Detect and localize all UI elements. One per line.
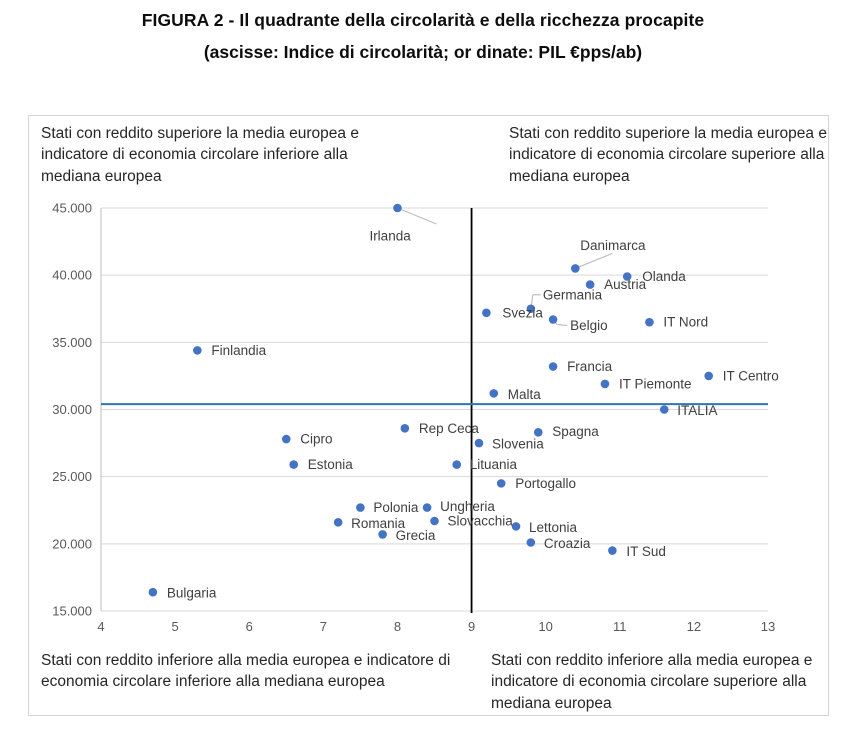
point-malta bbox=[489, 389, 499, 398]
point-it-sud bbox=[608, 546, 617, 555]
y-tick-label: 30.000 bbox=[52, 402, 92, 417]
point-label-italia: ITALIA bbox=[677, 403, 717, 418]
x-tick-label: 5 bbox=[171, 619, 178, 634]
point-it-centro bbox=[704, 371, 714, 381]
point-label-grecia: Grecia bbox=[396, 528, 436, 543]
point-label-francia: Francia bbox=[567, 359, 613, 374]
x-tick-label: 9 bbox=[468, 619, 475, 634]
point-germania bbox=[526, 304, 536, 314]
quadrant-label-bottom-left: Stati con reddito inferiore alla media e… bbox=[41, 652, 451, 691]
x-tick-label: 7 bbox=[320, 619, 327, 634]
point-italia bbox=[659, 405, 669, 414]
quadrant-label-bottom-right: Stati con reddito inferiore alla media e… bbox=[491, 652, 813, 712]
point-rep-ceca bbox=[400, 424, 410, 433]
point-label-germania: Germania bbox=[543, 287, 603, 302]
point-label-it-nord: IT Nord bbox=[663, 315, 708, 330]
figure-subtitle: (ascisse: Indice di circolarità; or dina… bbox=[203, 42, 643, 62]
point-belgio bbox=[548, 315, 558, 324]
point-slovacchia bbox=[430, 516, 439, 526]
point-label-svezia: Svezia bbox=[502, 305, 543, 320]
point-label-croazia: Croazia bbox=[544, 536, 591, 551]
point-label-ungheria: Ungheria bbox=[440, 499, 495, 514]
point-svezia bbox=[482, 308, 491, 318]
figure-header: FIGURA 2 - Il quadrante della circolarit… bbox=[0, 0, 846, 63]
point-label-it-sud: IT Sud bbox=[626, 544, 666, 559]
x-tick-label: 4 bbox=[97, 619, 104, 634]
point-austria bbox=[585, 280, 595, 289]
point-finlandia bbox=[193, 346, 202, 355]
point-label-slovacchia: Slovacchia bbox=[448, 513, 514, 528]
y-tick-label: 25.000 bbox=[52, 469, 92, 484]
point-olanda bbox=[622, 272, 632, 281]
y-tick-label: 15.000 bbox=[52, 604, 92, 619]
figure-title: FIGURA 2 - Il quadrante della circolarit… bbox=[141, 10, 705, 30]
point-label-spagna: Spagna bbox=[552, 424, 599, 439]
x-tick-label: 13 bbox=[761, 619, 775, 634]
point-ungheria bbox=[422, 503, 432, 512]
point-estonia bbox=[289, 460, 298, 469]
point-bulgaria bbox=[148, 587, 158, 597]
point-label-olanda: Olanda bbox=[642, 269, 686, 284]
point-label-estonia: Estonia bbox=[308, 457, 354, 472]
point-croazia bbox=[526, 538, 536, 547]
y-tick-label: 40.000 bbox=[52, 268, 92, 283]
point-lituania bbox=[452, 460, 462, 469]
point-label-finlandia: Finlandia bbox=[211, 343, 266, 358]
point-label-it-piemonte: IT Piemonte bbox=[619, 376, 692, 391]
point-portogallo bbox=[496, 479, 506, 488]
scatter-chart: 15.000 20.000 25.000 30.000 35.000 40.000 45.0… bbox=[52, 201, 779, 635]
label-leader-line bbox=[557, 323, 568, 327]
x-tick-label: 6 bbox=[246, 619, 253, 634]
point-grecia bbox=[378, 530, 387, 539]
point-romania bbox=[333, 518, 343, 527]
point-lettonia bbox=[511, 522, 521, 531]
point-label-irlanda: Irlanda bbox=[369, 229, 411, 244]
point-label-romania: Romania bbox=[351, 516, 406, 531]
point-label-belgio: Belgio bbox=[570, 318, 608, 333]
point-label-polonia: Polonia bbox=[373, 500, 419, 515]
x-tick-label: 10 bbox=[538, 619, 552, 634]
point-label-cipro: Cipro bbox=[300, 432, 332, 447]
y-tick-label: 35.000 bbox=[52, 335, 92, 350]
y-tick-label: 45.000 bbox=[52, 201, 92, 216]
point-polonia bbox=[356, 503, 365, 512]
point-it-piemonte bbox=[600, 379, 610, 389]
point-label-it-centro: IT Centro bbox=[723, 368, 779, 383]
label-leader-line bbox=[575, 252, 613, 270]
point-label-portogallo: Portogallo bbox=[515, 476, 576, 491]
point-irlanda bbox=[393, 203, 402, 213]
quadrant-label-top-left: Stati con reddito superiore la media eur… bbox=[41, 125, 359, 185]
point-label-lituania: Lituania bbox=[470, 457, 518, 472]
point-label-austria: Austria bbox=[604, 277, 647, 292]
label-leader-line bbox=[397, 207, 437, 225]
point-label-slovenia: Slovenia bbox=[492, 437, 544, 452]
x-tick-label: 8 bbox=[394, 619, 401, 634]
point-danimarca bbox=[571, 264, 580, 273]
x-tick-label: 12 bbox=[687, 619, 701, 634]
quadrant-label-top-right: Stati con reddito superiore la media eur… bbox=[509, 125, 827, 185]
point-label-danimarca: Danimarca bbox=[580, 238, 646, 253]
point-label-bulgaria: Bulgaria bbox=[167, 586, 217, 601]
chart-panel: 15.000 20.000 25.000 30.000 35.000 40.000 45.0… bbox=[28, 115, 829, 716]
point-label-malta: Malta bbox=[508, 387, 542, 402]
point-cipro bbox=[281, 434, 291, 444]
point-label-rep-ceca: Rep Ceca bbox=[419, 421, 480, 436]
point-francia bbox=[548, 362, 558, 371]
x-tick-label: 11 bbox=[613, 619, 627, 634]
y-tick-label: 20.000 bbox=[52, 536, 92, 551]
point-label-lettonia: Lettonia bbox=[529, 520, 578, 535]
point-spagna bbox=[533, 428, 543, 437]
point-it-nord bbox=[645, 317, 654, 327]
point-slovenia bbox=[474, 438, 484, 448]
